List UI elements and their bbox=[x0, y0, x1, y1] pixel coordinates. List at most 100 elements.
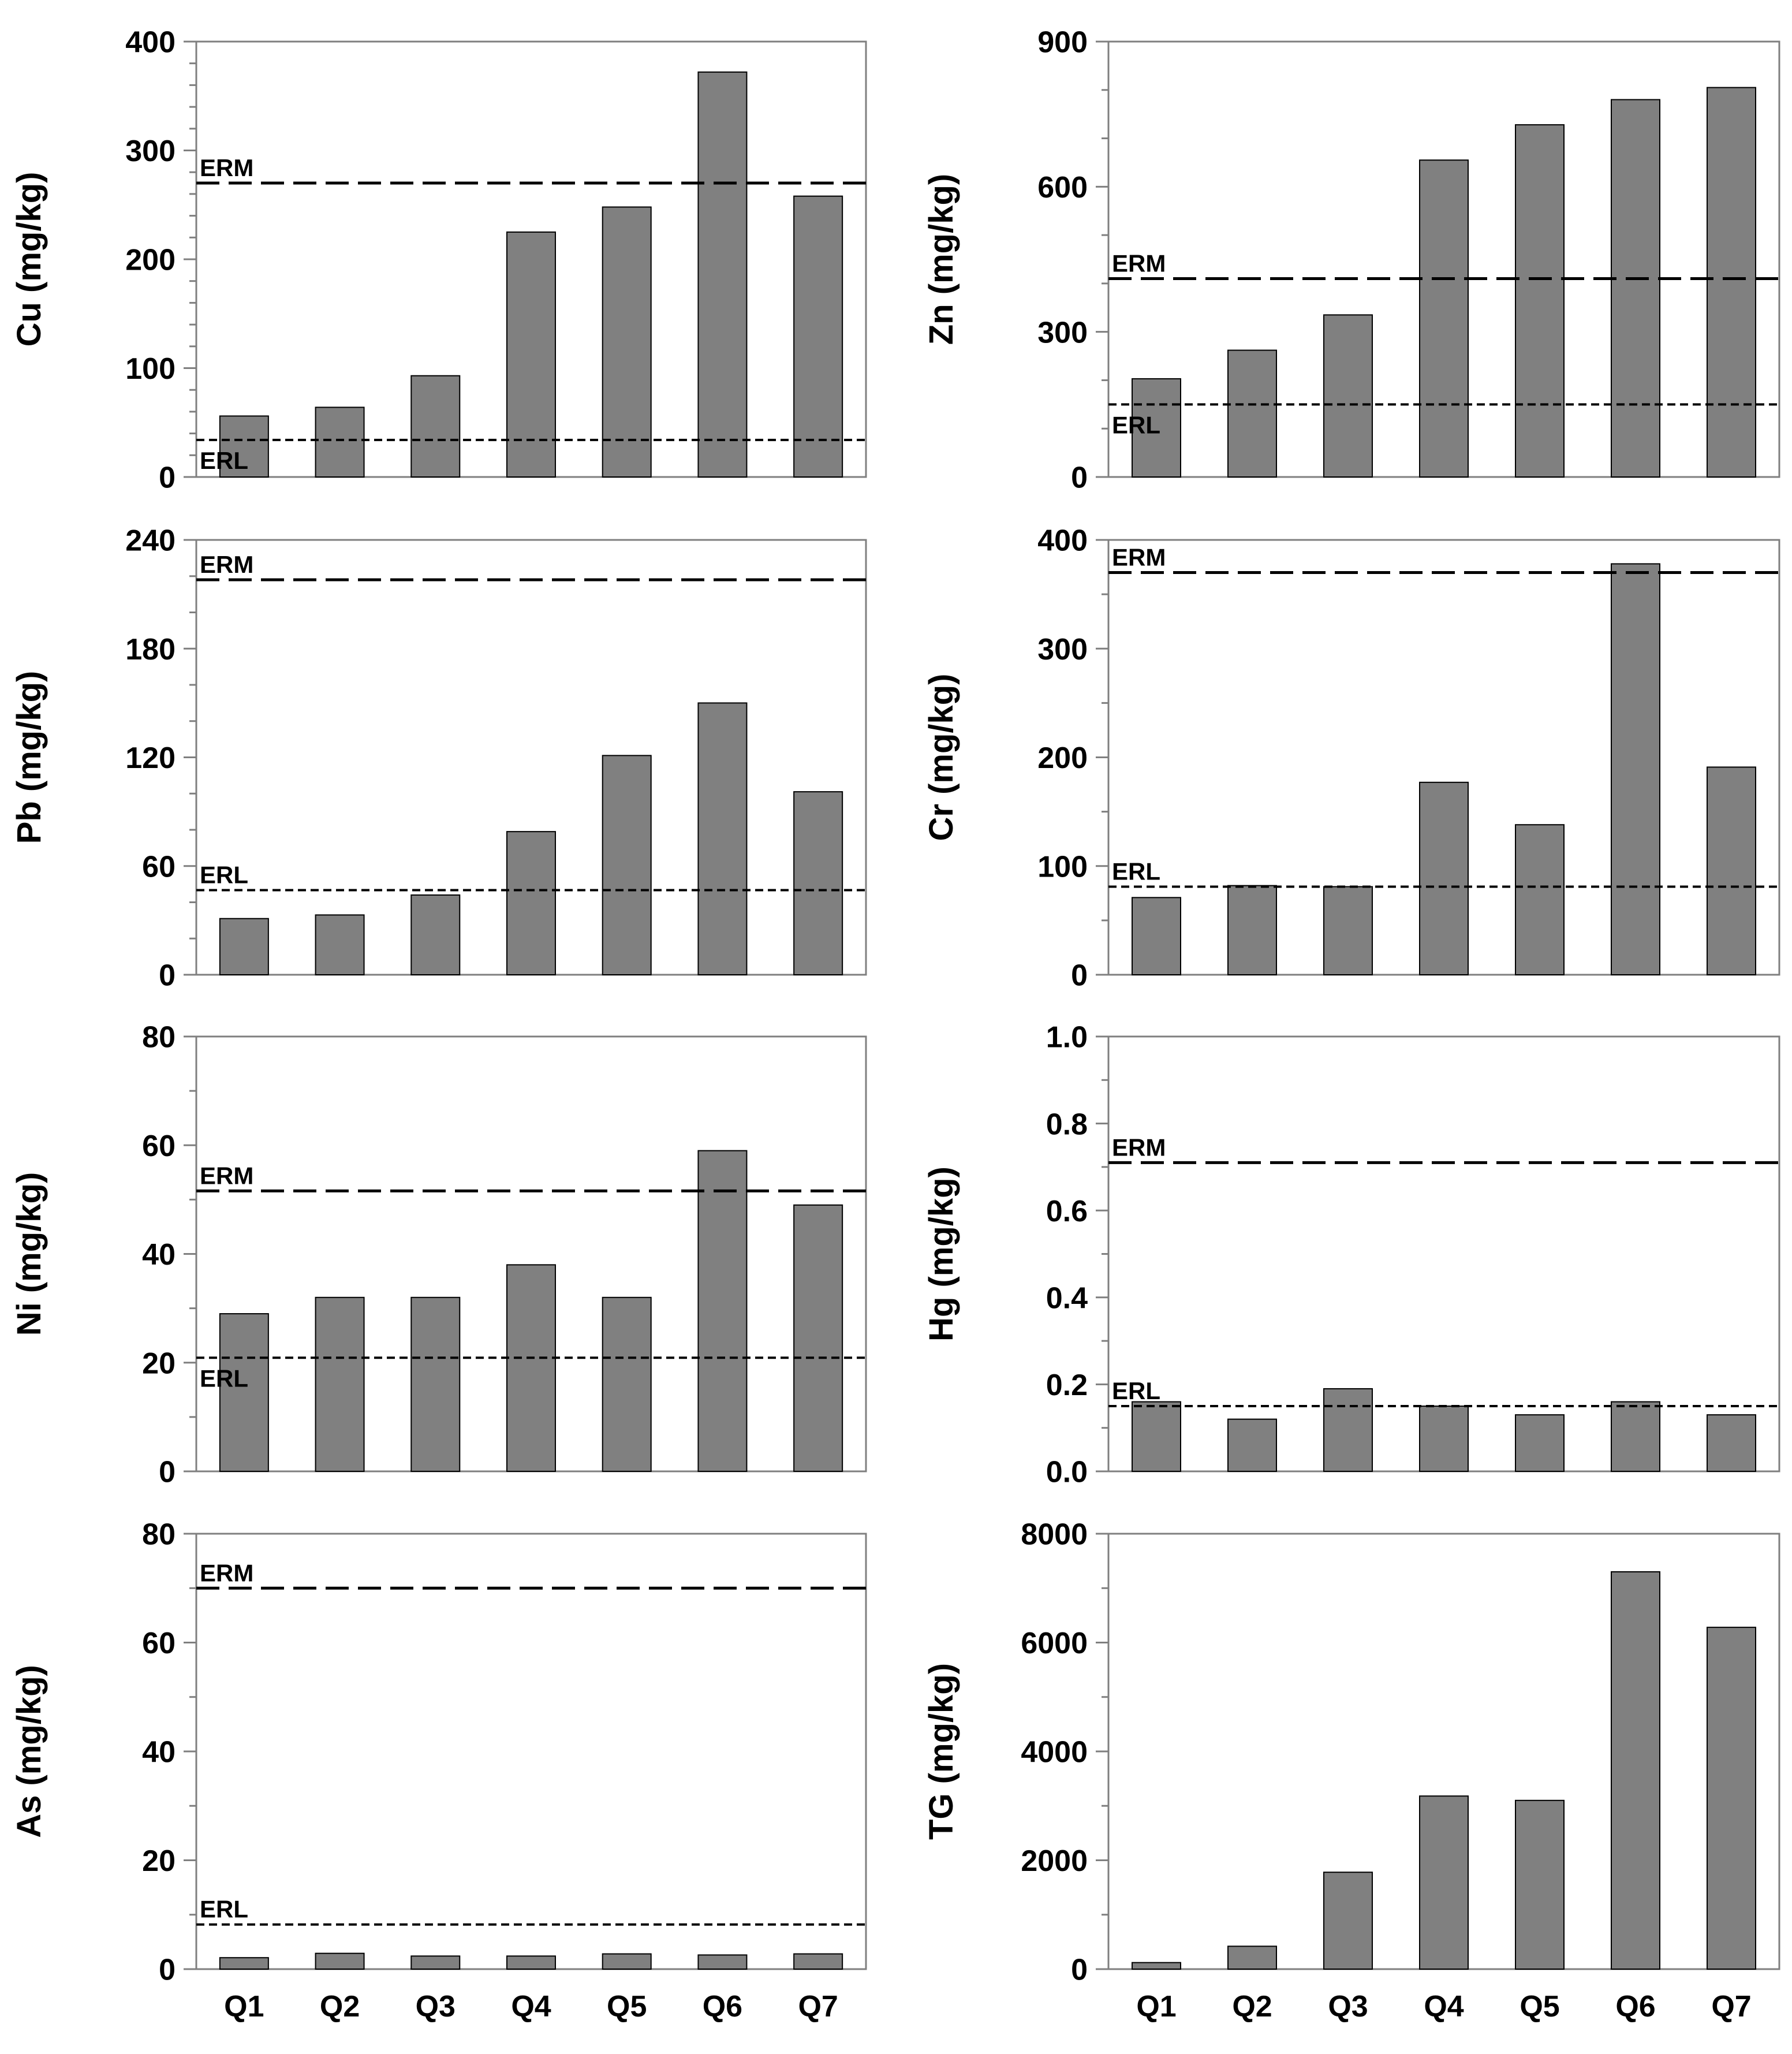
pb-bar-q3 bbox=[410, 894, 461, 975]
cr-y-tick-label: 200 bbox=[1037, 741, 1088, 775]
hg-bar-q4 bbox=[1419, 1406, 1469, 1473]
hg-erl-label: ERL bbox=[1112, 1377, 1160, 1404]
cu-y-tick-label: 0 bbox=[159, 461, 176, 495]
as-erm-label: ERM bbox=[200, 1559, 253, 1586]
hg-y-tick-label: 0.6 bbox=[1046, 1195, 1088, 1228]
as-erl-label: ERL bbox=[200, 1896, 248, 1923]
as-y-tick-label: 80 bbox=[142, 1518, 176, 1552]
tg-y-tick-label: 2000 bbox=[1021, 1844, 1088, 1878]
cu-bar-q3 bbox=[410, 375, 461, 478]
zn-bar-q5 bbox=[1515, 124, 1565, 478]
pb-y-tick-label: 180 bbox=[125, 633, 176, 666]
cu-y-tick-label: 400 bbox=[125, 26, 176, 59]
cu-chart: 0 100 200 300 400 Cu (mg/kg) ERM ERL bbox=[10, 26, 867, 495]
as-x-tick-label-q2: Q2 bbox=[320, 1990, 360, 2023]
cr-bar-q3 bbox=[1323, 886, 1373, 975]
hg-y-axis-title: Hg (mg/kg) bbox=[923, 1166, 960, 1341]
pb-y-tick-label: 120 bbox=[125, 741, 176, 775]
ni-y-tick-label: 80 bbox=[142, 1021, 176, 1054]
tg-x-tick-label-q7: Q7 bbox=[1711, 1990, 1751, 2023]
as-y-axis-title: As (mg/kg) bbox=[10, 1665, 48, 1838]
tg-x-tick-label-q3: Q3 bbox=[1328, 1990, 1368, 2023]
cr-y-axis-title: Cr (mg/kg) bbox=[923, 674, 960, 841]
ni-bar-q4 bbox=[506, 1264, 556, 1472]
pb-bar-q7 bbox=[793, 791, 843, 976]
pb-y-tick-label: 0 bbox=[159, 959, 176, 993]
cr-y-tick-label: 100 bbox=[1037, 850, 1088, 884]
pb-bar-q1 bbox=[219, 918, 269, 976]
hg-bar-q2 bbox=[1227, 1418, 1277, 1472]
cr-y-tick-label: 0 bbox=[1071, 959, 1088, 993]
zn-bar-q1 bbox=[1132, 378, 1181, 478]
ni-bar-q2 bbox=[315, 1296, 365, 1473]
cu-bar-q2 bbox=[315, 407, 365, 478]
tg-bar-q2 bbox=[1227, 1945, 1277, 1970]
tg-bar-q7 bbox=[1707, 1627, 1756, 1970]
tg-bar-q4 bbox=[1419, 1795, 1469, 1970]
cu-bar-q4 bbox=[506, 231, 556, 478]
hg-bar-q1 bbox=[1132, 1401, 1181, 1473]
hg-bar-q7 bbox=[1707, 1414, 1756, 1473]
tg-y-tick-label: 8000 bbox=[1021, 1518, 1088, 1552]
cr-bar-q4 bbox=[1419, 781, 1469, 975]
cu-bar-q6 bbox=[697, 71, 748, 478]
hg-erm-label: ERM bbox=[1112, 1134, 1166, 1161]
pb-erl-label: ERL bbox=[200, 861, 248, 888]
pb-bar-q5 bbox=[602, 755, 652, 976]
cu-erm-label: ERM bbox=[200, 154, 253, 181]
zn-bar-q3 bbox=[1323, 314, 1373, 478]
zn-y-axis-title: Zn (mg/kg) bbox=[923, 174, 960, 345]
pb-y-axis-title: Pb (mg/kg) bbox=[10, 671, 48, 844]
zn-bar-q4 bbox=[1419, 159, 1469, 478]
cu-bar-q7 bbox=[793, 195, 843, 478]
zn-y-tick-label: 600 bbox=[1037, 171, 1088, 204]
ni-chart: 0 20 40 60 80 Ni (mg/kg) ERM ERL bbox=[10, 1021, 867, 1489]
as-bar-q3 bbox=[410, 1955, 461, 1970]
as-bar-q7 bbox=[793, 1953, 843, 1970]
as-chart: 0 20 40 60 80 As (mg/kg) Q1 Q2 Q3 Q4 Q5 Q6 Q7 ERM ERL bbox=[10, 1518, 867, 2023]
tg-bar-q1 bbox=[1132, 1962, 1181, 1970]
tg-bar-q6 bbox=[1611, 1571, 1660, 1970]
tg-y-axis-title: TG (mg/kg) bbox=[923, 1663, 960, 1840]
as-bar-q2 bbox=[315, 1952, 365, 1970]
as-y-tick-label: 60 bbox=[142, 1627, 176, 1660]
ni-y-tick-label: 20 bbox=[142, 1347, 176, 1380]
as-x-tick-label-q5: Q5 bbox=[607, 1990, 647, 2023]
zn-bar-q7 bbox=[1707, 87, 1756, 478]
cr-bar-q5 bbox=[1515, 824, 1565, 975]
zn-chart: 0 300 600 900 Zn (mg/kg) ERM ERL bbox=[923, 26, 1780, 495]
zn-bar-q6 bbox=[1611, 99, 1660, 478]
as-x-tick-label-q4: Q4 bbox=[511, 1990, 551, 2023]
as-x-tick-label-q3: Q3 bbox=[416, 1990, 456, 2023]
zn-erm-label: ERM bbox=[1112, 250, 1166, 277]
ni-y-tick-label: 60 bbox=[142, 1129, 176, 1163]
ni-y-tick-label: 40 bbox=[142, 1238, 176, 1272]
as-plot-frame bbox=[195, 1533, 867, 1970]
as-bar-q6 bbox=[697, 1954, 748, 1970]
tg-bar-q5 bbox=[1515, 1799, 1565, 1970]
cu-erl-label: ERL bbox=[200, 447, 248, 474]
pb-y-tick-label: 60 bbox=[142, 850, 176, 884]
tg-y-tick-label: 0 bbox=[1071, 1954, 1088, 1987]
ni-y-axis-title: Ni (mg/kg) bbox=[10, 1172, 48, 1336]
as-bar-q1 bbox=[219, 1957, 269, 1970]
ni-erl-label: ERL bbox=[200, 1365, 248, 1392]
zn-erl-label: ERL bbox=[1112, 411, 1160, 438]
tg-x-tick-label-q6: Q6 bbox=[1615, 1990, 1655, 2023]
cr-bar-q2 bbox=[1227, 885, 1277, 976]
ni-bar-q5 bbox=[602, 1296, 652, 1473]
as-bar-q5 bbox=[602, 1953, 652, 1970]
ni-erm-label: ERM bbox=[200, 1162, 253, 1189]
pb-bar-q6 bbox=[697, 702, 748, 975]
zn-y-tick-label: 900 bbox=[1037, 26, 1088, 59]
tg-x-tick-label-q1: Q1 bbox=[1136, 1990, 1176, 2023]
cr-y-tick-label: 400 bbox=[1037, 524, 1088, 558]
pb-y-tick-label: 240 bbox=[125, 524, 176, 558]
ni-y-tick-label: 0 bbox=[159, 1456, 176, 1489]
cu-y-tick-label: 300 bbox=[125, 135, 176, 168]
cu-bar-q5 bbox=[602, 206, 652, 478]
cu-y-tick-label: 100 bbox=[125, 352, 176, 386]
cu-bar-q1 bbox=[219, 415, 269, 478]
hg-chart: 0.0 0.2 0.4 0.6 0.8 1.0 Hg (mg/kg) ERM ERL bbox=[923, 1021, 1780, 1489]
hg-y-tick-label: 0.2 bbox=[1046, 1369, 1088, 1402]
